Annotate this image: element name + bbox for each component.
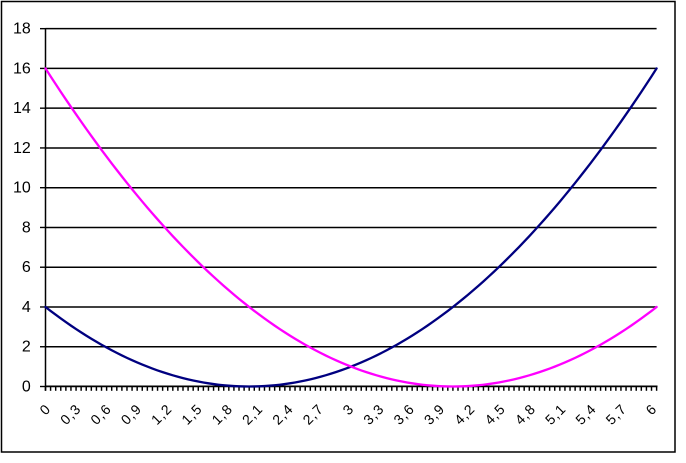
svg-text:16: 16 — [13, 60, 31, 77]
svg-text:8: 8 — [22, 219, 31, 236]
svg-text:4: 4 — [22, 299, 31, 316]
svg-text:2: 2 — [22, 339, 31, 356]
svg-text:14: 14 — [13, 100, 31, 117]
svg-text:6: 6 — [22, 259, 31, 276]
svg-text:0: 0 — [22, 379, 31, 396]
svg-text:18: 18 — [13, 21, 31, 38]
svg-text:12: 12 — [13, 140, 31, 157]
svg-text:10: 10 — [13, 180, 31, 197]
